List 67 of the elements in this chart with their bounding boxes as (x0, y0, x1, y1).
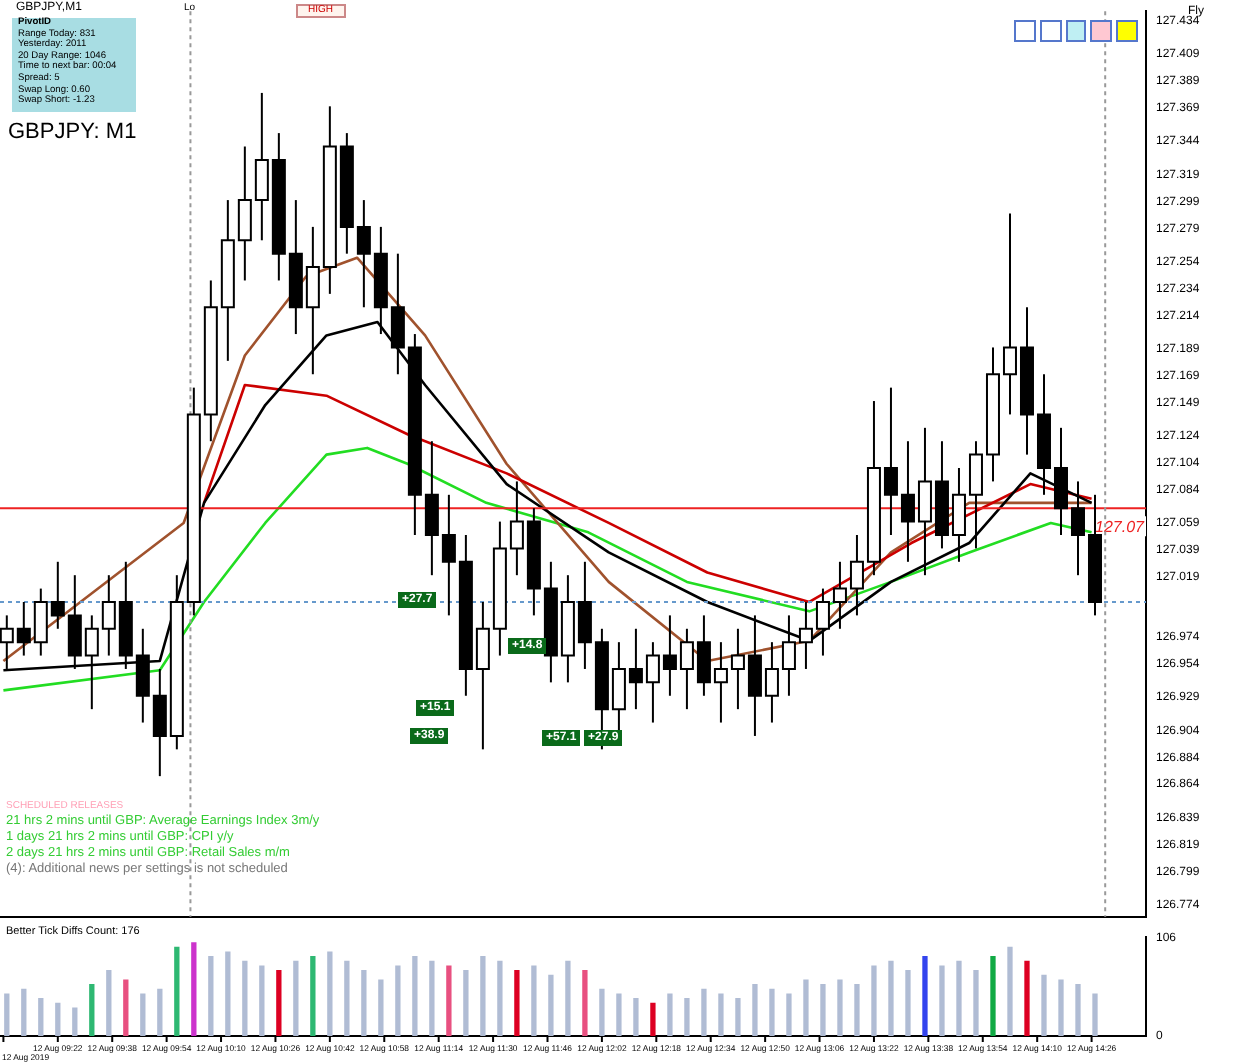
bar (106, 970, 112, 1036)
bar (497, 960, 503, 1036)
bar (667, 993, 673, 1036)
bar (55, 1002, 61, 1036)
bar (191, 942, 197, 1036)
bar (344, 960, 350, 1036)
bar (242, 960, 248, 1036)
bar (140, 993, 146, 1036)
bar (225, 951, 231, 1036)
bar (276, 970, 282, 1036)
bar (820, 984, 826, 1036)
bar (378, 979, 384, 1036)
bar (1041, 974, 1047, 1036)
bar (446, 965, 452, 1036)
bar (293, 960, 299, 1036)
bar (480, 956, 486, 1036)
bar (157, 988, 163, 1036)
bar (327, 951, 333, 1036)
text: GBPJPY: M1 (8, 120, 137, 144)
bar (650, 1002, 656, 1036)
bar (1092, 993, 1098, 1036)
bar (1007, 946, 1013, 1036)
bar (72, 1007, 78, 1036)
bar (174, 946, 180, 1036)
bar (531, 965, 537, 1036)
bar (990, 956, 996, 1036)
bar (548, 974, 554, 1036)
bar (939, 965, 945, 1036)
bar (769, 988, 775, 1036)
bar (412, 956, 418, 1036)
bar (259, 965, 265, 1036)
bar (21, 988, 27, 1036)
bar (616, 993, 622, 1036)
bar (735, 998, 741, 1036)
bar (565, 960, 571, 1036)
bar (582, 970, 588, 1036)
bar (803, 979, 809, 1036)
bar (395, 965, 401, 1036)
bar (89, 984, 95, 1036)
bar (208, 956, 214, 1036)
bar (1075, 984, 1081, 1036)
bar (310, 956, 316, 1036)
bar (429, 960, 435, 1036)
bar (752, 984, 758, 1036)
bar (905, 970, 911, 1036)
bar (922, 956, 928, 1036)
bar (123, 979, 129, 1036)
bar (701, 988, 707, 1036)
bar (786, 993, 792, 1036)
bar (599, 988, 605, 1036)
bar (888, 960, 894, 1036)
bar (633, 998, 639, 1036)
bar (361, 970, 367, 1036)
bar (956, 960, 962, 1036)
bar (38, 998, 44, 1036)
bar (1058, 979, 1064, 1036)
bar (854, 984, 860, 1036)
bar (1024, 960, 1030, 1036)
bar (514, 970, 520, 1036)
bar (718, 993, 724, 1036)
bar (973, 970, 979, 1036)
bar (4, 993, 10, 1036)
bar (871, 965, 877, 1036)
bar (684, 998, 690, 1036)
bar (837, 979, 843, 1036)
ref-line-label: 127.07 (1095, 518, 1146, 537)
bar (463, 970, 469, 1036)
